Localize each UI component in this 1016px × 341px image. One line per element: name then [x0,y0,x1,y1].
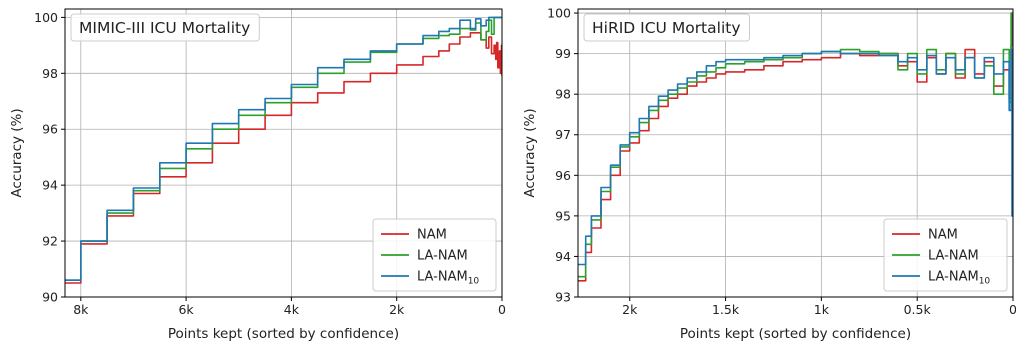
hirid-legend: NAM LA-NAM LA-NAM10 [883,218,1008,292]
mimic-x-tick-label: 4k [284,302,300,317]
hirid-plot-frame [577,8,1014,298]
hirid-y-tick-label: 95 [555,208,571,223]
hirid-title-bg [583,13,750,42]
hirid-series-group [578,12,1013,282]
hirid-y-tick-label: 98 [555,87,571,102]
hirid-y-tick-label: 97 [555,127,571,142]
hirid-legend-label-1: LA-NAM [928,249,979,264]
mimic-y-tick-label: 96 [42,122,58,137]
mimic-panel: 8k 6k 4k 2k 0 90 92 94 96 98 100 Points kept (sorte… [9,8,506,341]
mimic-legend: NAM LA-NAM LA-NAM10 [372,218,497,292]
mimic-y-tick-label: 92 [42,234,58,249]
mimic-x-axis-label: Points kept (sorted by confidence) [168,326,399,341]
mimic-title-box: MIMIC-III ICU Mortality [70,13,260,42]
mimic-legend-label-subscript-2: 10 [468,277,480,287]
mimic-legend-label-2: LA-NAM10 [417,270,479,287]
hirid-x-tick-label: 0.5k [904,302,932,317]
hirid-x-axis-label: Points kept (sorted by confidence) [680,326,911,341]
mimic-chart-title: MIMIC-III ICU Mortality [79,19,250,37]
hirid-title-box: HiRID ICU Mortality [583,13,750,42]
mimic-x-tick-label: 0 [498,302,506,317]
hirid-y-tick-label: 100 [547,6,571,21]
mimic-plot-frame [64,8,503,298]
mimic-x-tick-label: 6k [178,302,194,317]
mimic-title-bg [70,13,260,42]
mimic-y-tick-label: 94 [42,178,58,193]
hirid-x-tick-label: 0 [1009,302,1016,317]
mimic-x-tick-label: 2k [389,302,405,317]
hirid-x-tick-label: 2k [622,302,638,317]
mimic-x-tick-label: 8k [73,302,89,317]
mimic-legend-label-0: NAM [417,228,447,243]
hirid-x-tick-label: 1k [814,302,830,317]
hirid-y-axis-label: Accuracy (%) [522,108,538,197]
hirid-panel: 2k 1.5k 1k 0.5k 0 93 94 95 96 97 98 99 100 Points kep… [522,6,1016,341]
mimic-series-group [65,16,502,284]
mimic-legend-box [372,218,497,292]
hirid-series-line-2 [578,13,1013,266]
hirid-legend-label-subscript-2: 10 [979,277,991,287]
mimic-y-tick-label: 100 [34,10,58,25]
mimic-y-tick-label: 90 [42,290,58,305]
mimic-series-line-2 [65,16,502,281]
hirid-y-tick-label: 93 [555,290,571,305]
hirid-y-tick-label: 96 [555,168,571,183]
hirid-y-tick-label: 94 [555,249,571,264]
hirid-legend-label-0: NAM [928,228,958,243]
hirid-y-tick-label: 99 [555,46,571,61]
hirid-x-tick-label: 1.5k [712,302,740,317]
mimic-y-tick-label: 98 [42,66,58,81]
mimic-y-axis-label: Accuracy (%) [9,108,25,197]
hirid-chart-title: HiRID ICU Mortality [592,19,741,37]
hirid-legend-box [883,218,1008,292]
hirid-legend-label-2: LA-NAM10 [928,270,990,287]
mimic-legend-label-1: LA-NAM [417,249,468,264]
